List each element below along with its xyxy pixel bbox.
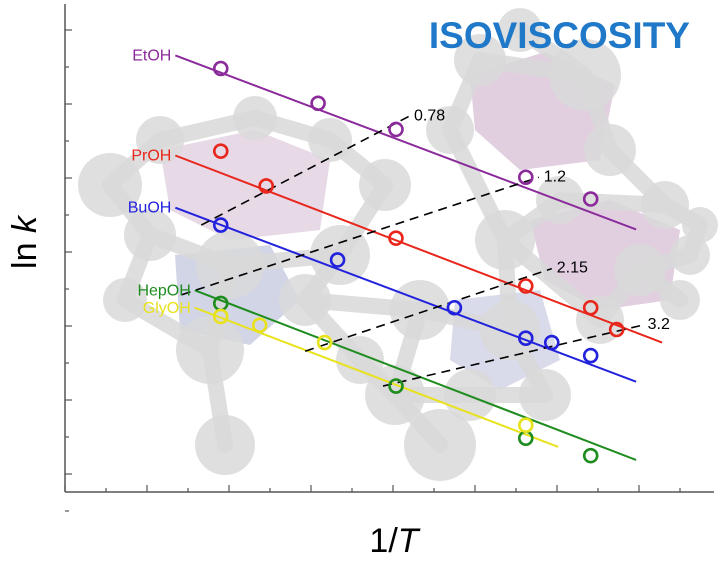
isoviscosity-line — [181, 176, 540, 296]
data-point-hepoh — [388, 378, 404, 394]
isoviscosity-lines: 0.78 1.2 2.15 3.2 — [181, 107, 670, 387]
fit-line-hepoh — [194, 289, 637, 461]
data-point-glyoh — [251, 317, 268, 333]
molecule-atom — [359, 159, 411, 211]
data-point-etoh — [582, 191, 599, 207]
molecule-atom — [660, 280, 700, 320]
molecule-atom — [233, 96, 277, 140]
series-label-hepoh: HepOH — [137, 282, 190, 299]
molecule-atom — [404, 409, 476, 481]
data-point-etoh — [517, 169, 534, 186]
molecule-atom — [308, 118, 352, 162]
data-point-etoh — [212, 60, 229, 77]
molecule-atom — [136, 116, 184, 164]
molecule-atom — [336, 336, 384, 384]
molecule-atom — [519, 369, 571, 421]
chart-title: ISOVISCOSITY — [429, 15, 690, 56]
series-label-buoh: BuOH — [128, 200, 172, 217]
molecule-atom — [365, 365, 425, 425]
data-point-proh — [582, 299, 599, 316]
molecule-atom — [641, 181, 689, 229]
data-point-proh — [258, 178, 274, 194]
x-axis-label: 1/T — [369, 522, 420, 560]
isoviscosity-label: 2.15 — [557, 260, 588, 277]
data-point-buoh — [329, 252, 346, 268]
molecule-atom — [279, 274, 331, 326]
molecule-atom — [124, 209, 176, 261]
molecule-atom — [176, 316, 244, 384]
isoviscosity-line — [200, 115, 410, 226]
molecule-atom — [670, 235, 710, 275]
molecule-atom — [682, 207, 718, 243]
data-point-buoh — [543, 334, 560, 351]
molecule-atom — [614, 244, 666, 296]
molecule-atom — [196, 231, 264, 299]
isoviscosity-label: 0.78 — [414, 107, 445, 124]
data-point-proh — [212, 143, 229, 159]
molecule-atom — [390, 280, 450, 340]
series-label-glyoh: GlyOH — [143, 300, 191, 317]
data-point-glyoh — [517, 417, 534, 434]
data-point-buoh — [582, 347, 599, 364]
data-point-glyoh — [316, 334, 333, 351]
fit-line-proh — [174, 154, 663, 344]
data-point-buoh — [446, 299, 463, 316]
data-point-buoh — [212, 217, 229, 233]
molecule-atom — [78, 153, 142, 217]
data-point-hepoh — [582, 447, 599, 464]
isoviscosity-label: 1.2 — [544, 168, 566, 185]
isoviscosity-line — [304, 267, 553, 353]
molecule-atom — [498, 8, 542, 52]
molecule-atom — [426, 106, 474, 154]
data-points — [212, 60, 625, 464]
data-point-proh — [608, 321, 625, 338]
fit-line-buoh — [174, 206, 637, 383]
y-axis-label: ln k — [6, 214, 44, 269]
axes — [64, 4, 714, 512]
data-point-glyoh — [212, 308, 229, 325]
background-molecule-illustration — [78, 8, 718, 481]
data-point-proh — [517, 278, 534, 294]
data-point-buoh — [517, 330, 534, 347]
molecule-atom — [584, 124, 636, 176]
molecule-atom — [475, 210, 535, 270]
fit-line-etoh — [174, 54, 637, 231]
molecule-ring-shade — [160, 130, 330, 240]
series-label-etoh: EtOH — [132, 47, 171, 64]
molecule-atom — [454, 34, 506, 86]
data-point-etoh — [310, 95, 326, 112]
data-point-proh — [388, 230, 404, 246]
isoviscosity-label: 3.2 — [648, 316, 670, 333]
data-point-etoh — [388, 121, 404, 138]
molecule-atom — [103, 278, 147, 322]
molecule-atom — [549, 39, 621, 111]
series-label-proh: PrOH — [131, 148, 171, 165]
molecule-atom — [195, 415, 255, 475]
